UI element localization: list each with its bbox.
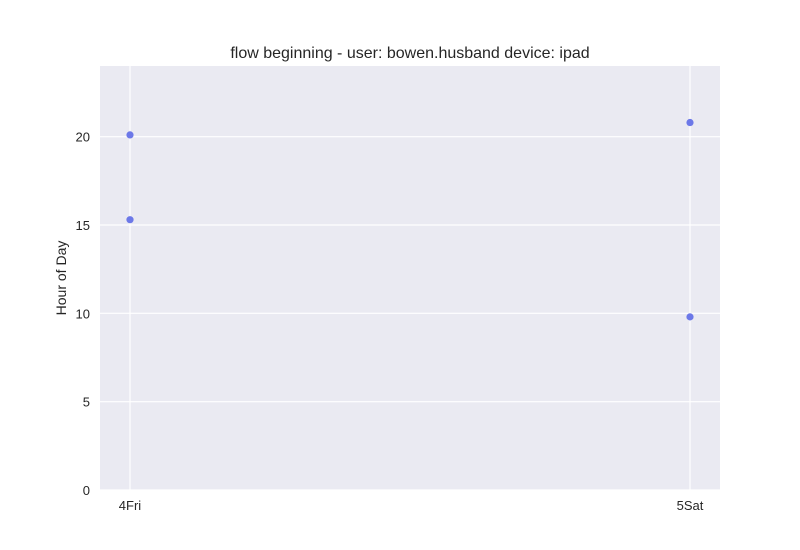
y-tick-label: 15 [76, 218, 90, 233]
y-axis-label: Hour of Day [53, 241, 69, 316]
data-point [126, 131, 134, 139]
y-tick-label: 10 [76, 306, 90, 321]
y-tick-label: 5 [83, 395, 90, 410]
y-tick-label: 20 [76, 130, 90, 145]
y-tick-label: 0 [83, 483, 90, 498]
plot-area [100, 66, 720, 490]
x-tick-label: 4Fri [119, 498, 142, 513]
data-points [126, 118, 694, 321]
y-tick-labels: 0 5 10 15 20 [76, 130, 90, 498]
x-tick-labels: 4Fri 5Sat [119, 498, 704, 513]
data-point [686, 313, 694, 321]
data-point [686, 118, 694, 127]
x-tick-label: 5Sat [677, 498, 704, 513]
chart-title: flow beginning - user: bowen.husband dev… [230, 45, 589, 62]
data-point [126, 216, 134, 224]
